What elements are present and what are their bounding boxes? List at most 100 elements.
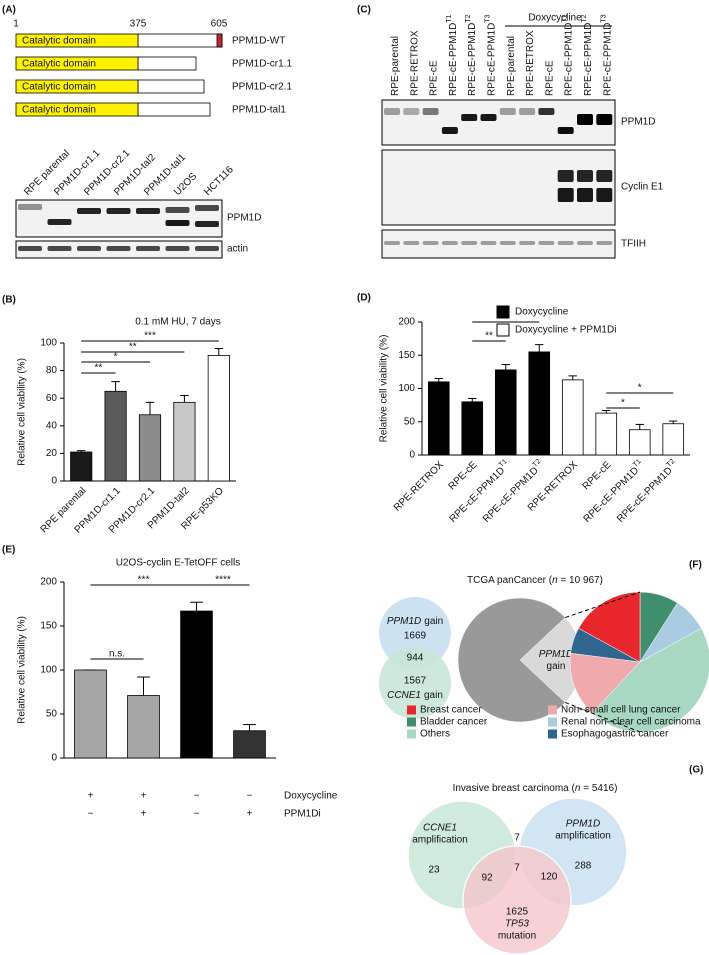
x-tick-label: RPE-cE-PPM1DT2 xyxy=(480,458,546,524)
set-name: TP53 xyxy=(505,919,529,930)
zoom-line xyxy=(565,591,641,619)
blot-band xyxy=(519,108,536,115)
significance-label: * xyxy=(621,398,625,409)
blot-band xyxy=(47,219,72,225)
panel-label: (E) xyxy=(2,545,15,556)
venn-count: 1669 xyxy=(404,631,427,642)
legend-swatch xyxy=(407,705,416,715)
y-tick-label: 0 xyxy=(51,753,57,764)
x-tick-label-text: RPE-cE xyxy=(446,459,479,492)
blot-band xyxy=(499,108,516,115)
bar xyxy=(104,390,127,482)
x-tick-label: RPE-cE xyxy=(580,459,613,492)
set-name: PPM1D xyxy=(566,819,600,830)
panel-label: (A) xyxy=(2,5,16,16)
x-tick-label: RPE-cE-PPM1DT1 xyxy=(446,458,512,524)
blot-band xyxy=(18,204,42,210)
legend-swatch xyxy=(496,323,510,337)
blot-band xyxy=(403,108,420,115)
blot-band xyxy=(441,241,458,245)
blot-band xyxy=(577,241,593,245)
condition-value: − xyxy=(194,791,200,802)
blot-band xyxy=(538,241,555,245)
legend-swatch xyxy=(548,729,557,739)
catalytic-domain xyxy=(15,79,139,94)
blot-band xyxy=(195,246,219,251)
bar xyxy=(127,695,160,759)
set-name: CCNE1 xyxy=(423,823,457,834)
panel-title-part: n xyxy=(575,783,581,794)
lane-label-sup: T1 xyxy=(562,14,569,22)
construct-name: PPM1D-WT xyxy=(232,36,285,47)
construct-tail xyxy=(137,33,223,48)
venn-count: 7 xyxy=(514,863,520,874)
y-tick-label: 100 xyxy=(398,383,415,394)
blot-band xyxy=(195,221,219,227)
blot-band xyxy=(557,127,574,134)
x-tick-label-sup: T1 xyxy=(632,458,643,469)
blot-band xyxy=(195,205,219,211)
lane-label-sup: T2 xyxy=(466,14,473,22)
venn-label: CCNE1 gain xyxy=(387,690,443,701)
blot xyxy=(381,149,616,226)
y-tick-label: 100 xyxy=(40,665,57,676)
bar xyxy=(595,412,618,456)
panel-title: Invasive breast carcinoma (n = 5416) xyxy=(453,783,618,794)
legend-label: Others xyxy=(420,729,450,740)
bar xyxy=(628,429,651,456)
panel-title-part: = 10 967) xyxy=(558,575,603,586)
condition-value: + xyxy=(88,791,94,802)
catalytic-domain xyxy=(15,102,139,117)
pie-slice xyxy=(569,652,641,714)
blot-band xyxy=(403,241,420,245)
blot-band xyxy=(596,170,613,182)
blot-band xyxy=(480,114,497,121)
condition-value: − xyxy=(194,809,200,820)
legend-label: Breast cancer xyxy=(420,705,482,716)
lane-label: RPE-cE-PPM1DT1 xyxy=(446,14,458,96)
y-tick-label: 0 xyxy=(409,450,415,461)
venn-count: 288 xyxy=(575,861,592,872)
venn-count: 1567 xyxy=(404,676,427,687)
lane-label-text: RPE-cE-PPM1D xyxy=(486,23,497,96)
lane-label: RPE-cE-PPM1DT2 xyxy=(466,14,478,96)
blot-band xyxy=(577,188,593,202)
venn-count: 92 xyxy=(481,873,493,884)
domain-label: Catalytic domain xyxy=(22,36,96,47)
panel-title-part: n xyxy=(552,575,558,586)
bar xyxy=(528,351,551,456)
condition-name: PPM1Di xyxy=(284,809,321,820)
construct-tail xyxy=(137,56,197,71)
venn-label: PPM1D gain xyxy=(387,616,443,627)
condition-value: + xyxy=(141,809,147,820)
x-tick-label-sup: T1 xyxy=(498,458,509,469)
blot-band xyxy=(18,246,42,251)
lane-label: RPE-parental xyxy=(390,36,401,96)
lane-label-text: RPE-RETROX xyxy=(525,30,536,96)
lane-label-text: RPE-RETROX xyxy=(409,30,420,96)
panel-title-part: TCGA panCancer ( xyxy=(467,575,553,586)
significance-label: ** xyxy=(129,342,137,353)
lane-label-sup: T1 xyxy=(446,14,453,22)
blot-band xyxy=(519,241,536,245)
venn-label-part: CCNE1 xyxy=(387,690,421,701)
legend-label: Renal non–clear cell carcinoma xyxy=(561,717,701,728)
domain-position: 1 xyxy=(13,19,19,30)
y-tick-label: 80 xyxy=(46,365,58,376)
blot-band xyxy=(47,246,72,251)
condition-value: − xyxy=(88,809,94,820)
blot-band xyxy=(557,170,574,182)
blot-band xyxy=(596,188,613,202)
x-tick-label: RPE-cE-PPM1DT2 xyxy=(614,458,680,524)
condition-name: Doxycycline xyxy=(284,791,338,802)
lane-label: RPE-RETROX xyxy=(525,30,536,96)
blot-band xyxy=(461,114,478,121)
x-tick-label-text: RPE-RETROX xyxy=(392,459,446,513)
blot-band xyxy=(557,241,574,245)
set-label: amplification xyxy=(412,835,468,846)
venn-count: 944 xyxy=(407,653,424,664)
blot-band xyxy=(106,208,131,214)
panel-label: (F) xyxy=(689,560,702,571)
venn-count: 7 xyxy=(514,833,520,844)
venn-count: 23 xyxy=(428,865,440,876)
